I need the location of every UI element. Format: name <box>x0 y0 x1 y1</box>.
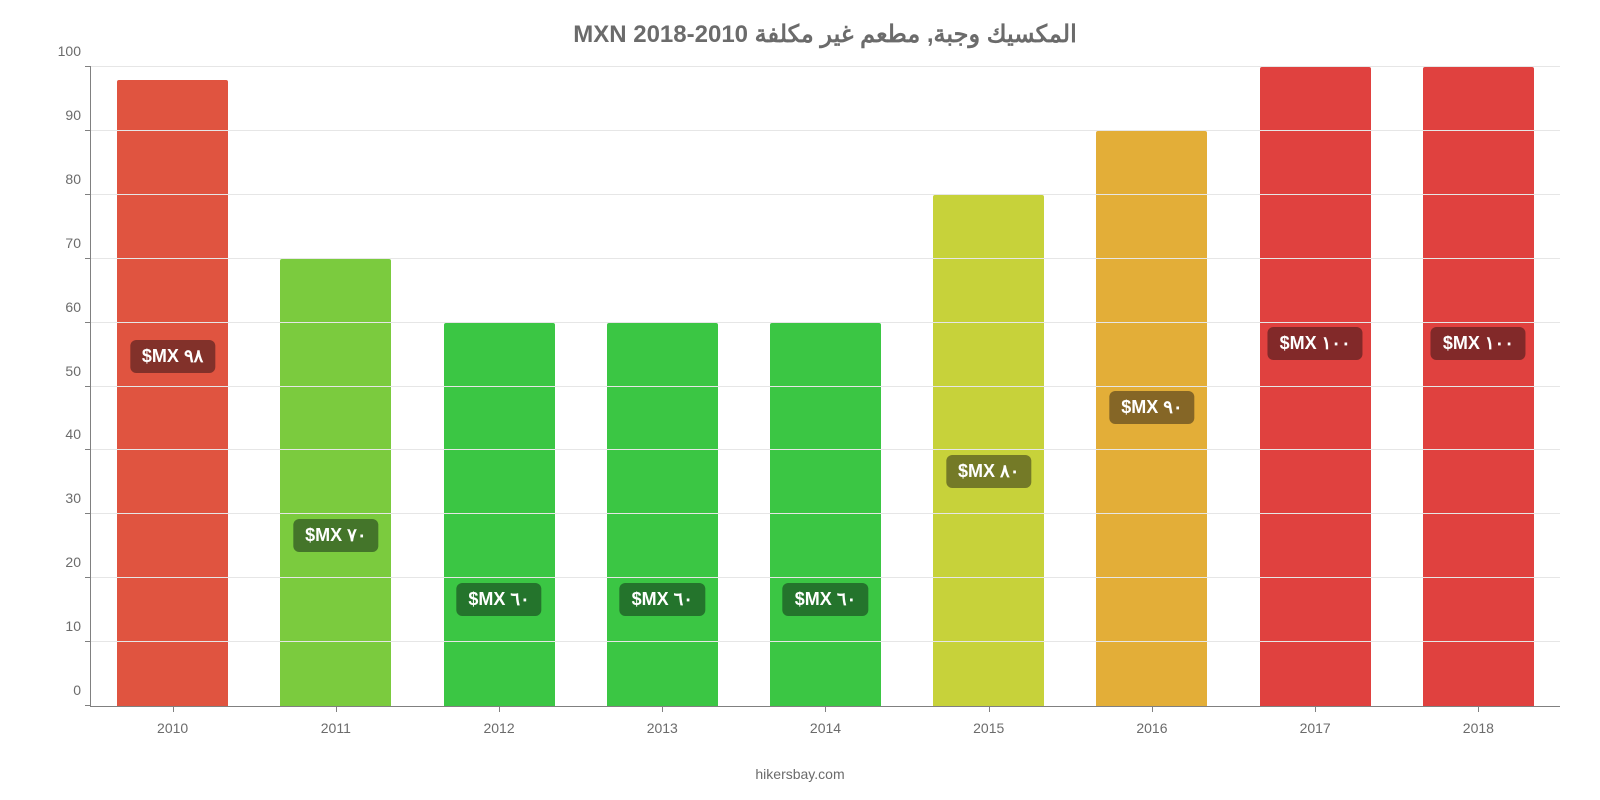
bar-slot: ١٠٠ MX$2018 <box>1397 67 1560 706</box>
bar: ٨٠ MX$ <box>933 195 1044 706</box>
x-tick-label: 2011 <box>321 720 351 736</box>
bar-slot: ١٠٠ MX$2017 <box>1234 67 1397 706</box>
x-tickmark <box>1152 706 1153 712</box>
x-tick-label: 2013 <box>647 720 678 736</box>
y-tickmark <box>85 258 91 259</box>
y-tickmark <box>85 386 91 387</box>
y-tickmark <box>85 641 91 642</box>
value-badge: ٨٠ MX$ <box>946 455 1031 488</box>
bar-slot: ٩٨ MX$2010 <box>91 67 254 706</box>
x-tickmark <box>336 706 337 712</box>
plot-area: ٩٨ MX$2010٧٠ MX$2011٦٠ MX$2012٦٠ MX$2013… <box>90 67 1560 707</box>
y-tick-label: 0 <box>73 682 81 698</box>
bar-slot: ٨٠ MX$2015 <box>907 67 1070 706</box>
y-tick-label: 10 <box>65 618 81 634</box>
x-tick-label: 2014 <box>810 720 841 736</box>
y-tickmark <box>85 449 91 450</box>
y-tick-label: 90 <box>65 107 81 123</box>
value-badge: ٩٠ MX$ <box>1109 391 1194 424</box>
gridline <box>91 130 1560 131</box>
value-badge: ٦٠ MX$ <box>783 583 868 616</box>
value-badge: ١٠٠ MX$ <box>1431 327 1526 360</box>
bar-slot: ٧٠ MX$2011 <box>254 67 417 706</box>
y-tick-label: 70 <box>65 235 81 251</box>
x-tickmark <box>825 706 826 712</box>
bar-slot: ٦٠ MX$2014 <box>744 67 907 706</box>
y-tick-label: 60 <box>65 299 81 315</box>
x-tickmark <box>1315 706 1316 712</box>
y-tick-label: 50 <box>65 363 81 379</box>
y-tick-label: 80 <box>65 171 81 187</box>
y-tick-label: 20 <box>65 554 81 570</box>
gridline <box>91 641 1560 642</box>
y-tickmark <box>85 705 91 706</box>
gridline <box>91 513 1560 514</box>
gridline <box>91 258 1560 259</box>
y-tickmark <box>85 194 91 195</box>
x-tickmark <box>662 706 663 712</box>
y-tick-label: 30 <box>65 490 81 506</box>
bar-slot: ٦٠ MX$2012 <box>417 67 580 706</box>
y-tickmark <box>85 66 91 67</box>
bars-group: ٩٨ MX$2010٧٠ MX$2011٦٠ MX$2012٦٠ MX$2013… <box>91 67 1560 706</box>
gridline <box>91 386 1560 387</box>
x-tick-label: 2012 <box>483 720 514 736</box>
chart-title: المكسيك وجبة, مطعم غير مكلفة MXN 2018-20… <box>90 20 1560 49</box>
attribution-text: hikersbay.com <box>755 766 844 782</box>
value-badge: ١٠٠ MX$ <box>1268 327 1363 360</box>
y-tickmark <box>85 577 91 578</box>
gridline <box>91 449 1560 450</box>
value-badge: ٧٠ MX$ <box>293 519 378 552</box>
x-tickmark <box>499 706 500 712</box>
x-tick-label: 2018 <box>1463 720 1494 736</box>
gridline <box>91 66 1560 67</box>
chart-container: المكسيك وجبة, مطعم غير مكلفة MXN 2018-20… <box>0 0 1600 800</box>
x-tickmark <box>1478 706 1479 712</box>
gridline <box>91 322 1560 323</box>
gridline <box>91 577 1560 578</box>
y-tick-label: 100 <box>58 43 81 59</box>
gridline <box>91 194 1560 195</box>
bar: ١٠٠ MX$ <box>1423 67 1534 706</box>
x-tick-label: 2016 <box>1136 720 1167 736</box>
x-tick-label: 2015 <box>973 720 1004 736</box>
bar: ٩٠ MX$ <box>1096 131 1207 706</box>
bar: ٩٨ MX$ <box>117 80 228 706</box>
x-tickmark <box>989 706 990 712</box>
bar-slot: ٦٠ MX$2013 <box>581 67 744 706</box>
x-tick-label: 2010 <box>157 720 188 736</box>
value-badge: ٩٨ MX$ <box>130 340 215 373</box>
y-tick-label: 40 <box>65 426 81 442</box>
bar-slot: ٩٠ MX$2016 <box>1070 67 1233 706</box>
x-tick-label: 2017 <box>1300 720 1331 736</box>
value-badge: ٦٠ MX$ <box>620 583 705 616</box>
y-tickmark <box>85 322 91 323</box>
bar: ٧٠ MX$ <box>280 259 391 706</box>
x-tickmark <box>173 706 174 712</box>
value-badge: ٦٠ MX$ <box>456 583 541 616</box>
y-tickmark <box>85 130 91 131</box>
bar: ١٠٠ MX$ <box>1260 67 1371 706</box>
y-tickmark <box>85 513 91 514</box>
